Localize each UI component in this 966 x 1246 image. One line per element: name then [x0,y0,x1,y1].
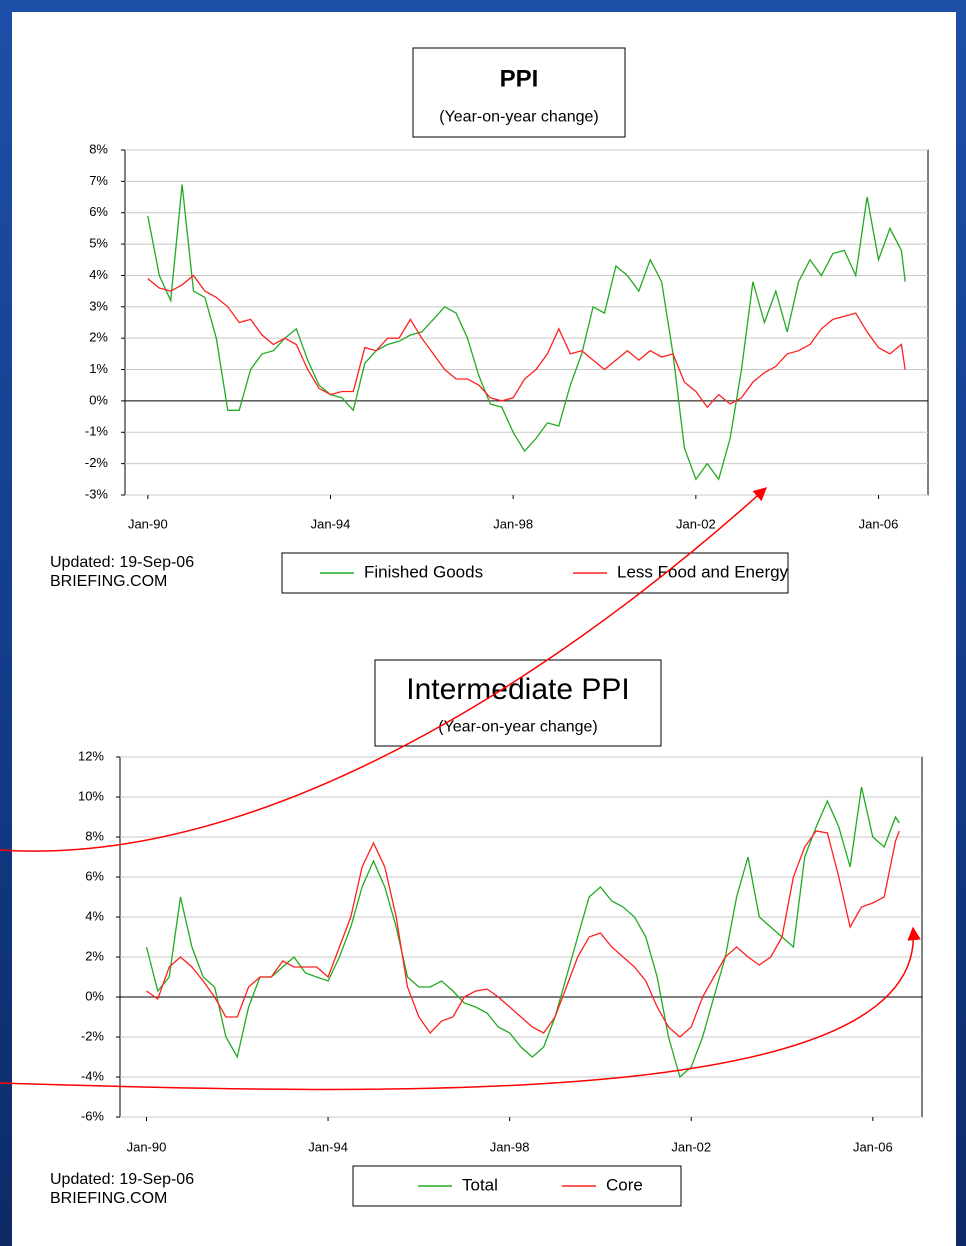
chart-title: PPI [500,65,539,92]
y-tick-label: -3% [85,486,109,501]
y-tick-label: 0% [89,392,108,407]
y-tick-label: 2% [85,948,104,963]
x-tick-label: Jan-98 [490,1139,530,1154]
plot-area [124,149,929,496]
x-tick-label: Jan-94 [311,516,351,531]
y-tick-label: -6% [81,1108,105,1123]
y-tick-label: 8% [85,828,104,843]
y-tick-label: 7% [89,173,108,188]
legend-box [352,1165,682,1207]
y-tick-label: -2% [85,455,109,470]
annotation-arrow [0,487,768,852]
title-box [374,659,662,747]
chart-title: Intermediate PPI [406,673,629,706]
note: BRIEFING.COM [50,1190,167,1207]
data-line [147,184,906,481]
x-tick-label: Jan-90 [128,516,168,531]
y-tick-label: 10% [78,788,104,803]
x-tick-label: Jan-94 [308,1139,348,1154]
x-tick-label: Jan-02 [676,516,716,531]
legend-label: Total [462,1175,498,1194]
note: BRIEFING.COM [50,573,167,590]
y-tick-label: 6% [89,204,108,219]
chart-subtitle: (Year-on-year change) [438,718,598,735]
data-line [146,830,900,1038]
title-box [412,47,626,138]
y-tick-label: 12% [78,748,104,763]
charts: PPI (Year-on-year change) -3% -2% -1% 0% 1% 2% 3… [50,47,929,1207]
legend-label: Core [606,1175,643,1194]
x-tick-label: Jan-06 [859,516,899,531]
y-tick-label: 3% [89,298,108,313]
y-tick-label: 1% [89,361,108,376]
y-tick-label: -4% [81,1068,105,1083]
y-tick-label: -1% [85,424,109,439]
annotation-arrow [0,926,921,1091]
y-tick-label: 5% [89,236,108,251]
chart-subtitle: (Year-on-year change) [439,109,599,126]
y-tick-label: 8% [89,141,108,156]
x-tick-label: Jan-98 [493,516,533,531]
x-tick-label: Jan-90 [127,1139,167,1154]
y-tick-label: 4% [89,267,108,282]
note: Updated: 19-Sep-06 [50,1171,194,1188]
x-tick-label: Jan-02 [671,1139,711,1154]
legend-label: Finished Goods [364,562,483,581]
legend-box [281,552,789,594]
x-tick-label: Jan-06 [853,1139,893,1154]
y-tick-label: 2% [89,330,108,345]
data-line [147,274,906,409]
y-tick-label: 6% [85,868,104,883]
legend-label: Less Food and Energy [617,562,789,581]
y-tick-label: -2% [81,1028,105,1043]
note: Updated: 19-Sep-06 [50,554,194,571]
y-tick-label: 0% [85,988,104,1003]
y-tick-label: 4% [85,908,104,923]
plot-area [119,756,923,1118]
